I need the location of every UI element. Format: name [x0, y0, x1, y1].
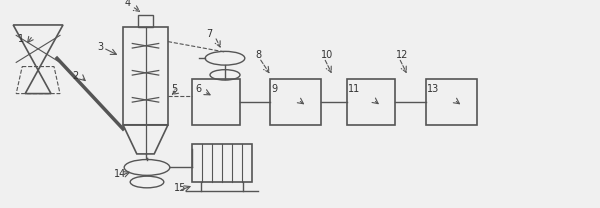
Text: 3: 3 [97, 42, 103, 52]
Bar [123, 27, 168, 125]
Bar [138, 15, 153, 27]
Bar [270, 79, 321, 125]
Text: 4: 4 [125, 0, 131, 8]
Text: 8: 8 [255, 50, 261, 60]
Text: 11: 11 [348, 84, 360, 94]
Bar [426, 79, 477, 125]
Text: 9: 9 [272, 84, 278, 94]
Text: 14: 14 [114, 169, 126, 179]
Text: 7: 7 [206, 30, 212, 40]
Text: 15: 15 [174, 183, 187, 193]
Text: 1: 1 [18, 34, 24, 44]
Bar [347, 79, 395, 125]
Bar [192, 144, 252, 182]
Text: 2: 2 [72, 71, 78, 81]
Text: 10: 10 [321, 50, 333, 60]
Text: 5: 5 [171, 84, 177, 94]
Text: 12: 12 [396, 50, 409, 60]
Text: 13: 13 [427, 84, 439, 94]
Text: 6: 6 [195, 84, 201, 94]
Bar [192, 79, 240, 125]
